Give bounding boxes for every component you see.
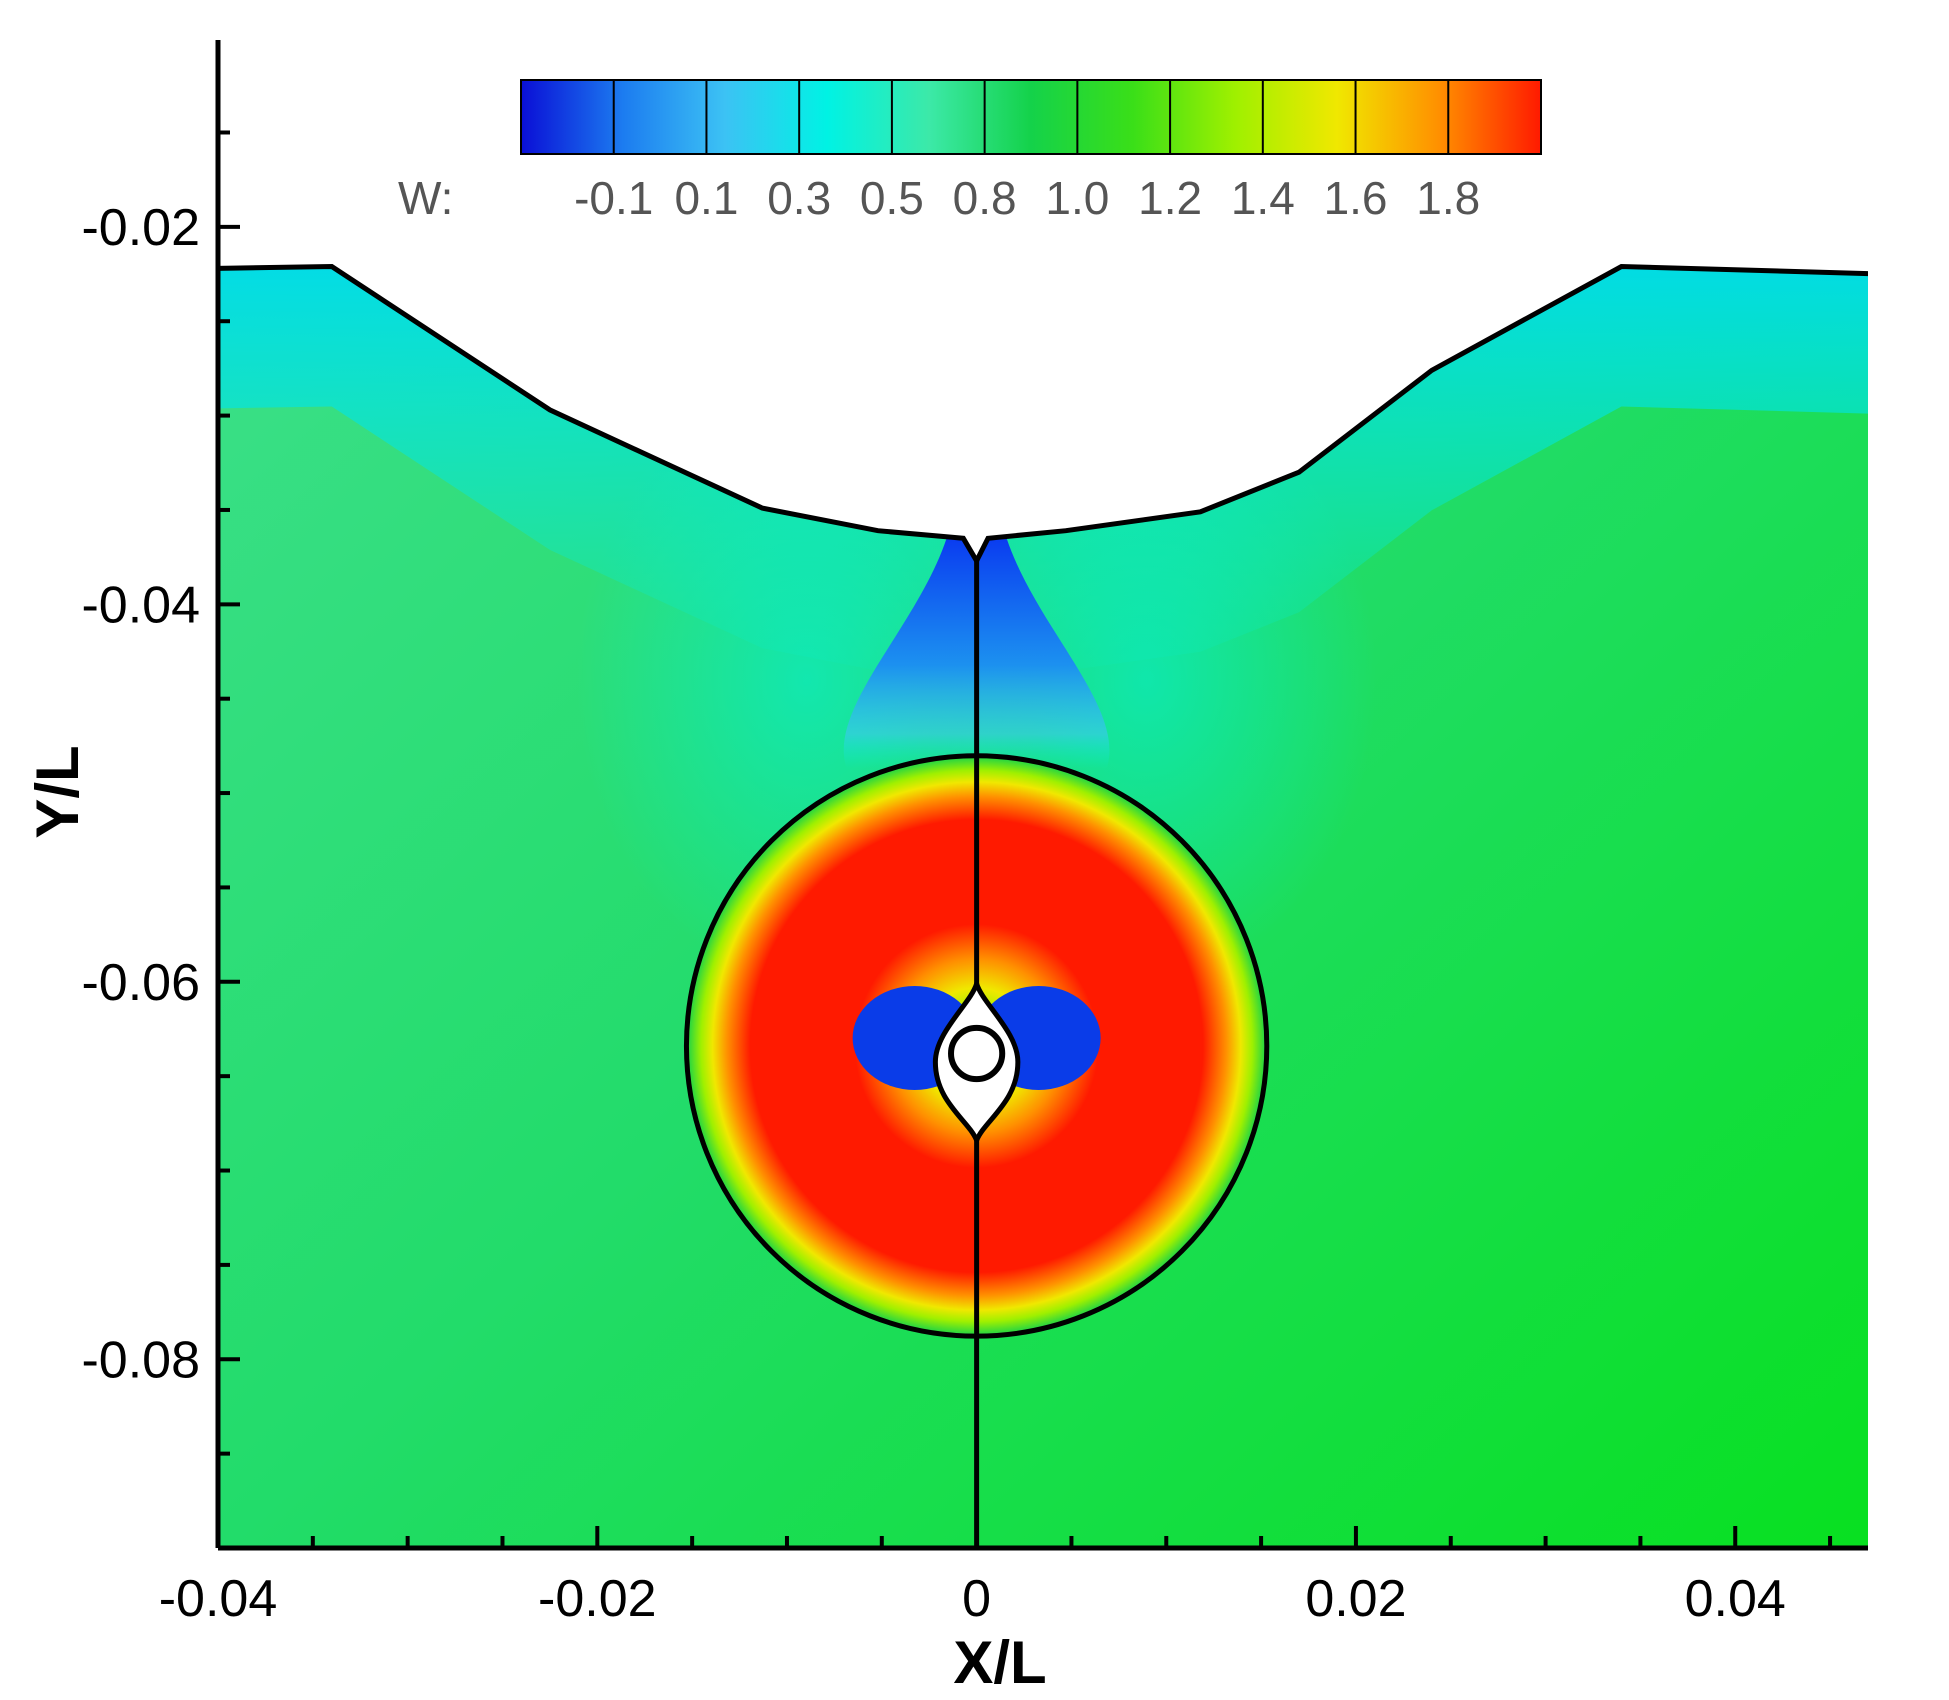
colorbar-labels: -0.1 0.1 0.3 0.5 0.8 1.0 1.2 1.4 1.6 1.8 (574, 172, 1480, 224)
x-tick-label: -0.02 (538, 1570, 657, 1628)
colorbar-dividers (612, 80, 1450, 154)
colorbar-level-label: 1.2 (1138, 172, 1202, 224)
x-tick-label: 0.02 (1305, 1570, 1406, 1628)
y-tick-label: -0.08 (81, 1331, 200, 1389)
y-tick-label: -0.04 (81, 576, 200, 634)
y-axis-title: Y/L (24, 745, 91, 838)
colorbar-bar (520, 79, 1542, 155)
colorbar-level-label: 0.3 (767, 172, 831, 224)
surface-low-velocity-band (218, 266, 1868, 701)
y-tick-label: -0.06 (81, 954, 200, 1012)
colorbar-legend: W: -0.1 0.1 0.3 0.5 0.8 1.0 1.2 1.4 1.6 1.8 (398, 79, 1542, 224)
free-surface-line (218, 263, 1868, 567)
colorbar-level-label: 0.1 (674, 172, 738, 224)
colorbar-title: W: (398, 172, 453, 224)
x-axis-ticks: -0.04 -0.02 0 0.02 0.04 (159, 1526, 1833, 1628)
y-tick-label: -0.02 (81, 199, 200, 257)
colorbar-level-label: 1.6 (1324, 172, 1388, 224)
x-axis-title: X/L (953, 1629, 1046, 1696)
y-axis-ticks: -0.02 -0.04 -0.06 -0.08 (81, 130, 240, 1550)
axes: -0.04 -0.02 0 0.02 0.04 -0.02 -0.04 -0.06 -0.08… (24, 40, 1868, 1696)
colorbar-level-label: 1.4 (1231, 172, 1295, 224)
colorbar-level-label: -0.1 (574, 172, 653, 224)
x-tick-label: 0 (962, 1570, 991, 1628)
colorbar-level-label: 0.5 (860, 172, 924, 224)
inner-sphere (948, 1024, 1006, 1083)
x-tick-label: 0.04 (1685, 1570, 1786, 1628)
x-tick-label: -0.04 (159, 1570, 278, 1628)
plot-area (218, 263, 1868, 1548)
colorbar-level-label: 1.8 (1416, 172, 1480, 224)
bubble-outline (683, 753, 1270, 1339)
colorbar-level-label: 1.0 (1045, 172, 1109, 224)
colorbar-level-label: 0.8 (953, 172, 1017, 224)
